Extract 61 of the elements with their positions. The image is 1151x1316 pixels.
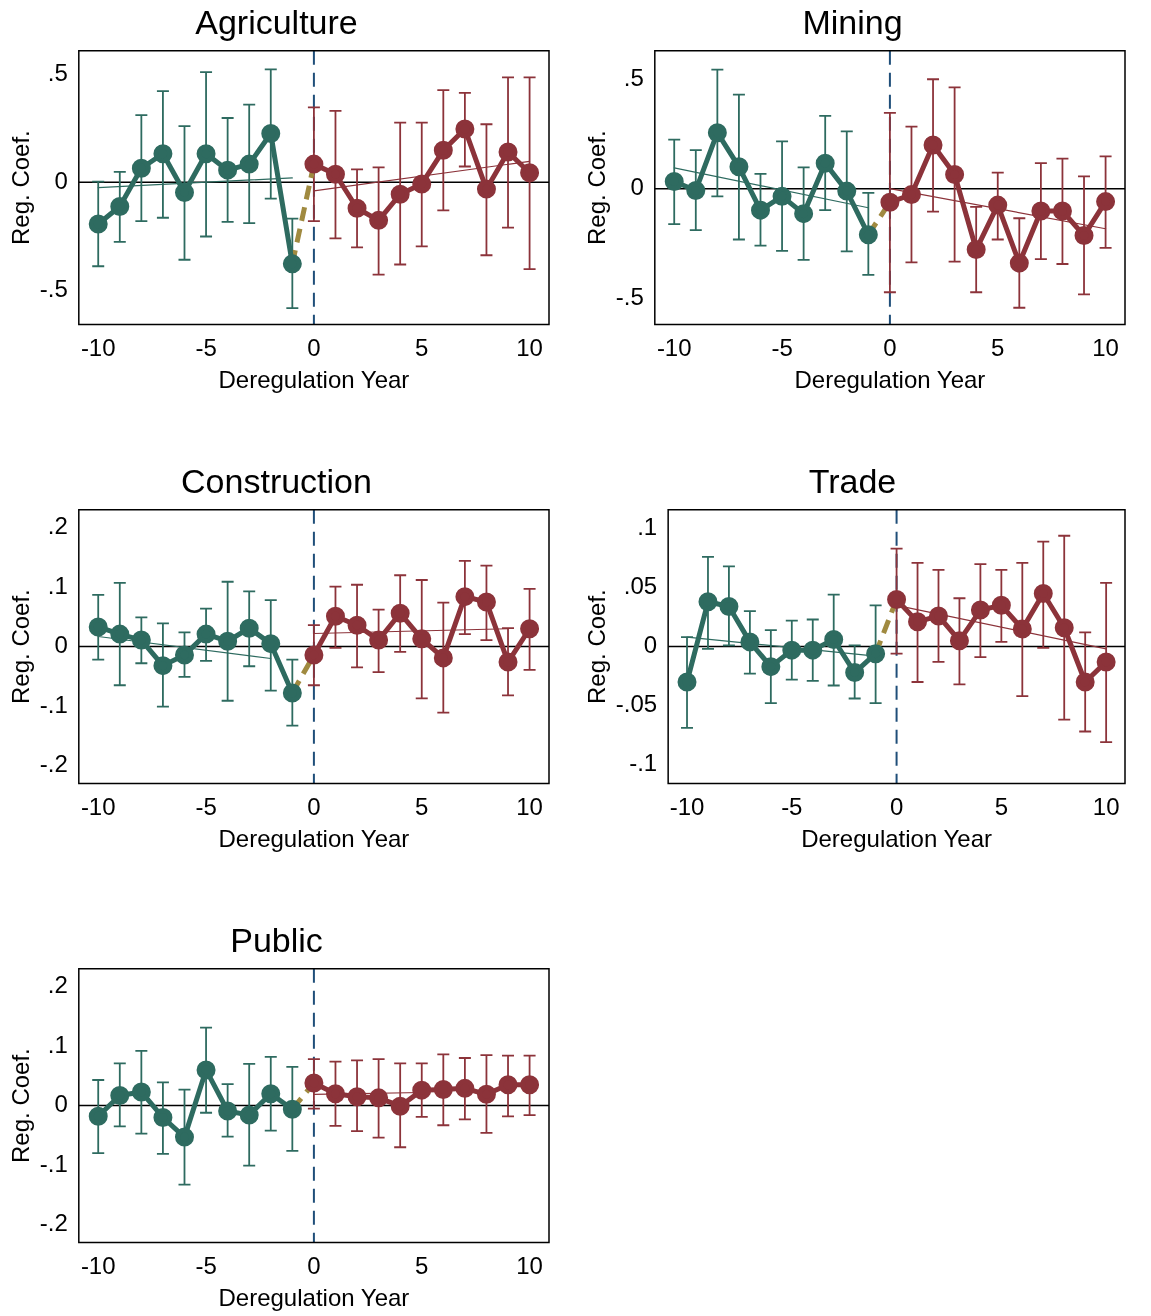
x-tick-label: -10 xyxy=(80,334,116,362)
y-tick-label: -.5 xyxy=(615,282,644,310)
y-tick-label: .1 xyxy=(47,1030,68,1058)
x-tick-label: 0 xyxy=(883,334,897,362)
y-axis-title: Reg. Coef. xyxy=(7,1048,35,1163)
x-tick-label: 0 xyxy=(307,793,321,821)
chart-title: Agriculture xyxy=(195,2,358,41)
chart-title: Public xyxy=(230,920,323,959)
x-axis-title: Deregulation Year xyxy=(794,366,986,394)
x-tick-label: 5 xyxy=(994,793,1009,821)
y-tick-label: -.1 xyxy=(629,749,658,777)
y-tick-label: -.2 xyxy=(39,1209,68,1237)
y-tick-label: -.1 xyxy=(39,690,68,718)
y-tick-label: .1 xyxy=(47,571,68,599)
y-tick-label: -.2 xyxy=(39,750,68,778)
x-tick-label: -5 xyxy=(771,334,793,362)
y-tick-label: .2 xyxy=(47,971,68,999)
x-tick-label: 0 xyxy=(889,793,904,821)
y-tick-label: 0 xyxy=(630,173,644,201)
chart-title: Trade xyxy=(808,461,897,500)
x-tick-label: 10 xyxy=(1092,793,1120,821)
x-tick-label: -10 xyxy=(80,1252,116,1280)
x-tick-label: -10 xyxy=(669,793,705,821)
y-tick-label: 0 xyxy=(54,166,68,194)
y-axis-title: Reg. Coef. xyxy=(7,130,35,245)
y-tick-label: .2 xyxy=(47,512,68,540)
y-tick-label: .05 xyxy=(623,572,658,600)
y-tick-label: -.5 xyxy=(39,274,68,302)
x-tick-label: 5 xyxy=(991,334,1005,362)
x-tick-label: 0 xyxy=(307,334,321,362)
chart-title: Mining xyxy=(802,2,903,41)
x-tick-label: 10 xyxy=(1092,334,1119,362)
x-tick-label: 0 xyxy=(307,1252,321,1280)
y-tick-label: 0 xyxy=(54,631,68,659)
x-tick-label: -10 xyxy=(656,334,692,362)
x-tick-label: -5 xyxy=(781,793,803,821)
y-tick-label: 0 xyxy=(54,1090,68,1118)
x-tick-label: 5 xyxy=(415,334,429,362)
x-tick-label: -5 xyxy=(195,793,217,821)
x-axis-title: Deregulation Year xyxy=(801,825,992,853)
x-tick-label: -5 xyxy=(195,1252,217,1280)
x-axis-title: Deregulation Year xyxy=(218,366,410,394)
y-axis-title: Reg. Coef. xyxy=(583,589,611,704)
y-tick-label: .5 xyxy=(623,63,644,91)
y-tick-label: .1 xyxy=(637,513,658,541)
y-axis-title: Reg. Coef. xyxy=(7,589,35,704)
y-tick-label: 0 xyxy=(643,631,658,659)
y-tick-label: -.05 xyxy=(615,690,658,718)
y-tick-label: -.1 xyxy=(39,1149,68,1177)
y-axis-title: Reg. Coef. xyxy=(583,130,611,245)
x-axis-title: Deregulation Year xyxy=(218,825,410,853)
x-tick-label: -10 xyxy=(80,793,116,821)
y-tick-label: .5 xyxy=(47,59,68,87)
x-tick-label: 10 xyxy=(516,793,543,821)
chart-title: Construction xyxy=(181,461,372,500)
x-tick-label: 5 xyxy=(415,793,429,821)
x-tick-label: -5 xyxy=(195,334,217,362)
x-tick-label: 5 xyxy=(415,1252,429,1280)
x-axis-title: Deregulation Year xyxy=(218,1284,410,1312)
x-tick-label: 10 xyxy=(516,334,543,362)
x-tick-label: 10 xyxy=(516,1252,543,1280)
